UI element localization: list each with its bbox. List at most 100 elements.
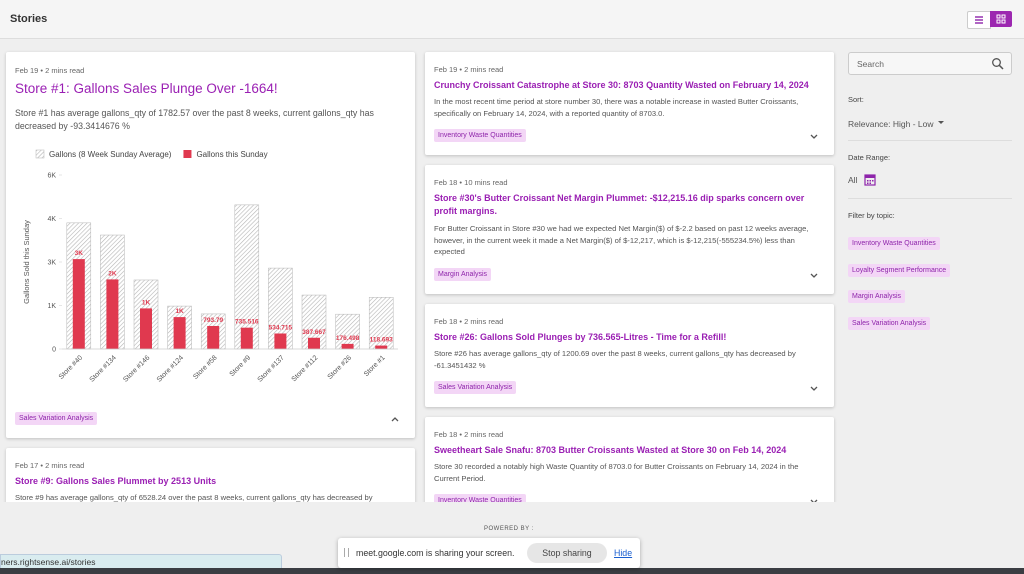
story-description: For Butter Croissant in Store #30 we had… <box>434 224 809 256</box>
topic-tag[interactable]: Inventory Waste Quantities <box>434 494 526 502</box>
story-title[interactable]: Sweetheart Sale Snafu: 8703 Butter Crois… <box>434 445 787 455</box>
bar <box>234 204 260 350</box>
y-tick-label: 4K <box>47 216 56 223</box>
story-meta: Feb 18 • 10 mins read <box>434 178 508 187</box>
story-meta: Feb 19 • 2 mins read <box>434 65 504 74</box>
value-label: 176.498 <box>336 335 360 342</box>
story-title[interactable]: Crunchy Croissant Catastrophe at Store 3… <box>434 80 809 90</box>
collapse-icon[interactable] <box>390 414 400 424</box>
filter-label: Filter by topic: <box>848 211 895 220</box>
sort-select[interactable]: Relevance: High - Low <box>848 119 946 129</box>
topic-filter[interactable]: Sales Variation Analysis <box>848 317 931 330</box>
story-description: Store #26 has average gallons_qty of 120… <box>434 349 796 370</box>
hide-link[interactable]: Hide <box>614 548 633 558</box>
story-feed: Feb 19 • 2 mins read Store #1: Gallons S… <box>0 39 840 502</box>
y-tick-label: 6K <box>47 173 56 180</box>
list-view-button[interactable] <box>967 11 991 29</box>
story-title[interactable]: Store #26: Gallons Sold Plunges by 736.5… <box>434 332 727 342</box>
calendar-icon[interactable] <box>864 173 876 186</box>
topic-filter[interactable]: Inventory Waste Quantities <box>848 237 940 250</box>
x-tick-label: Store #124 <box>156 354 185 383</box>
sort-value: Relevance: High - Low <box>848 119 934 129</box>
y-tick-label: 0 <box>52 347 56 354</box>
x-tick-label: Store #134 <box>89 354 118 383</box>
bar <box>240 327 253 349</box>
search-placeholder: Search <box>857 59 884 69</box>
bar <box>375 345 388 349</box>
list-icon <box>975 16 983 24</box>
value-label: 1K <box>175 308 184 315</box>
story-card: Feb 18 • 2 mins read Store #26: Gallons … <box>425 304 834 407</box>
value-label: 387.667 <box>302 329 326 336</box>
grid-icon <box>996 14 1006 24</box>
legend-swatch <box>183 150 192 158</box>
story-description: Store 30 recorded a notably high Waste Q… <box>434 462 799 483</box>
story-card: Feb 18 • 10 mins read Store #30's Butter… <box>425 165 834 294</box>
bar <box>308 337 320 349</box>
topic-filter[interactable]: Loyalty Segment Performance <box>848 264 951 277</box>
bar <box>72 259 85 349</box>
grid-view-button[interactable] <box>990 11 1012 27</box>
story-description: In the most recent time period at store … <box>434 97 799 118</box>
x-tick-label: Store #9 <box>229 354 253 378</box>
story-title[interactable]: Store #30's Butter Croissant Net Margin … <box>434 193 805 216</box>
taskbar <box>0 568 1024 574</box>
bar <box>106 279 119 349</box>
search-box[interactable]: Search <box>848 52 1012 75</box>
expand-icon[interactable] <box>809 270 819 280</box>
story-card: Feb 18 • 2 mins read Sweetheart Sale Sna… <box>425 417 834 502</box>
y-tick-label: 1K <box>47 303 56 310</box>
legend-label: Gallons this Sunday <box>196 150 267 159</box>
story-meta: Feb 17 • 2 mins read <box>15 461 85 470</box>
value-label: 793.79 <box>203 317 223 324</box>
value-label: 3K <box>75 250 84 257</box>
bar <box>274 333 287 349</box>
y-tick-label: 3K <box>47 260 56 267</box>
drag-handle[interactable] <box>344 548 349 557</box>
status-url: ners.rightsense.ai/stories <box>1 557 96 567</box>
story-card: Feb 19 • 2 mins read Crunchy Croissant C… <box>425 52 834 155</box>
sort-label: Sort: <box>848 95 864 104</box>
header: Stories <box>0 0 1024 39</box>
x-tick-label: Store #1 <box>363 354 387 378</box>
topic-tag[interactable]: Inventory Waste Quantities <box>434 129 526 142</box>
topic-filter[interactable]: Margin Analysis <box>848 290 906 303</box>
value-label: 118.693 <box>370 337 394 344</box>
search-icon <box>992 58 1004 70</box>
x-tick-label: Store #146 <box>122 354 151 383</box>
date-label: Date Range: <box>848 153 891 162</box>
topic-tag[interactable]: Sales Variation Analysis <box>434 381 517 394</box>
bar <box>173 317 186 349</box>
divider <box>848 198 1012 199</box>
bar <box>335 313 360 350</box>
bar <box>140 308 152 349</box>
x-tick-label: Store #58 <box>192 354 218 380</box>
x-tick-label: Store #112 <box>291 354 320 383</box>
footer: POWERED BY : ners.rightsense.ai/stories … <box>0 502 1024 574</box>
chart: Gallons (8 Week Sunday Average) Gallons t… <box>22 149 398 384</box>
topic-tag[interactable]: Margin Analysis <box>434 268 492 281</box>
stop-sharing-button[interactable]: Stop sharing <box>527 543 607 563</box>
value-label: 2K <box>108 270 117 277</box>
value-label: 735.516 <box>235 319 259 326</box>
share-text: meet.google.com is sharing your screen. <box>356 548 515 558</box>
expand-icon[interactable] <box>809 383 819 393</box>
story-title[interactable]: Store #1: Gallons Sales Plunge Over -166… <box>15 81 278 96</box>
expand-icon[interactable] <box>809 131 819 141</box>
dropdown-icon <box>937 121 944 124</box>
story-meta: Feb 19 • 2 mins read <box>15 66 85 75</box>
expand-icon[interactable] <box>809 496 819 502</box>
story-title[interactable]: Store #9: Gallons Sales Plummet by 2513 … <box>15 476 217 486</box>
legend-label: Gallons (8 Week Sunday Average) <box>49 150 172 159</box>
story-description: Store #1 has average gallons_qty of 1782… <box>15 108 374 131</box>
topic-tag[interactable]: Sales Variation Analysis <box>15 412 98 425</box>
divider <box>848 140 1012 141</box>
story-description: Store #9 has average gallons_qty of 6528… <box>15 493 373 502</box>
story-meta: Feb 18 • 2 mins read <box>434 430 504 439</box>
date-value: All <box>848 175 858 185</box>
x-tick-label: Store #137 <box>257 354 286 383</box>
bar <box>341 343 354 349</box>
story-card: Feb 17 • 2 mins read Store #9: Gallons S… <box>6 448 415 502</box>
y-axis-label: Gallons Sold this Sunday <box>22 220 31 304</box>
